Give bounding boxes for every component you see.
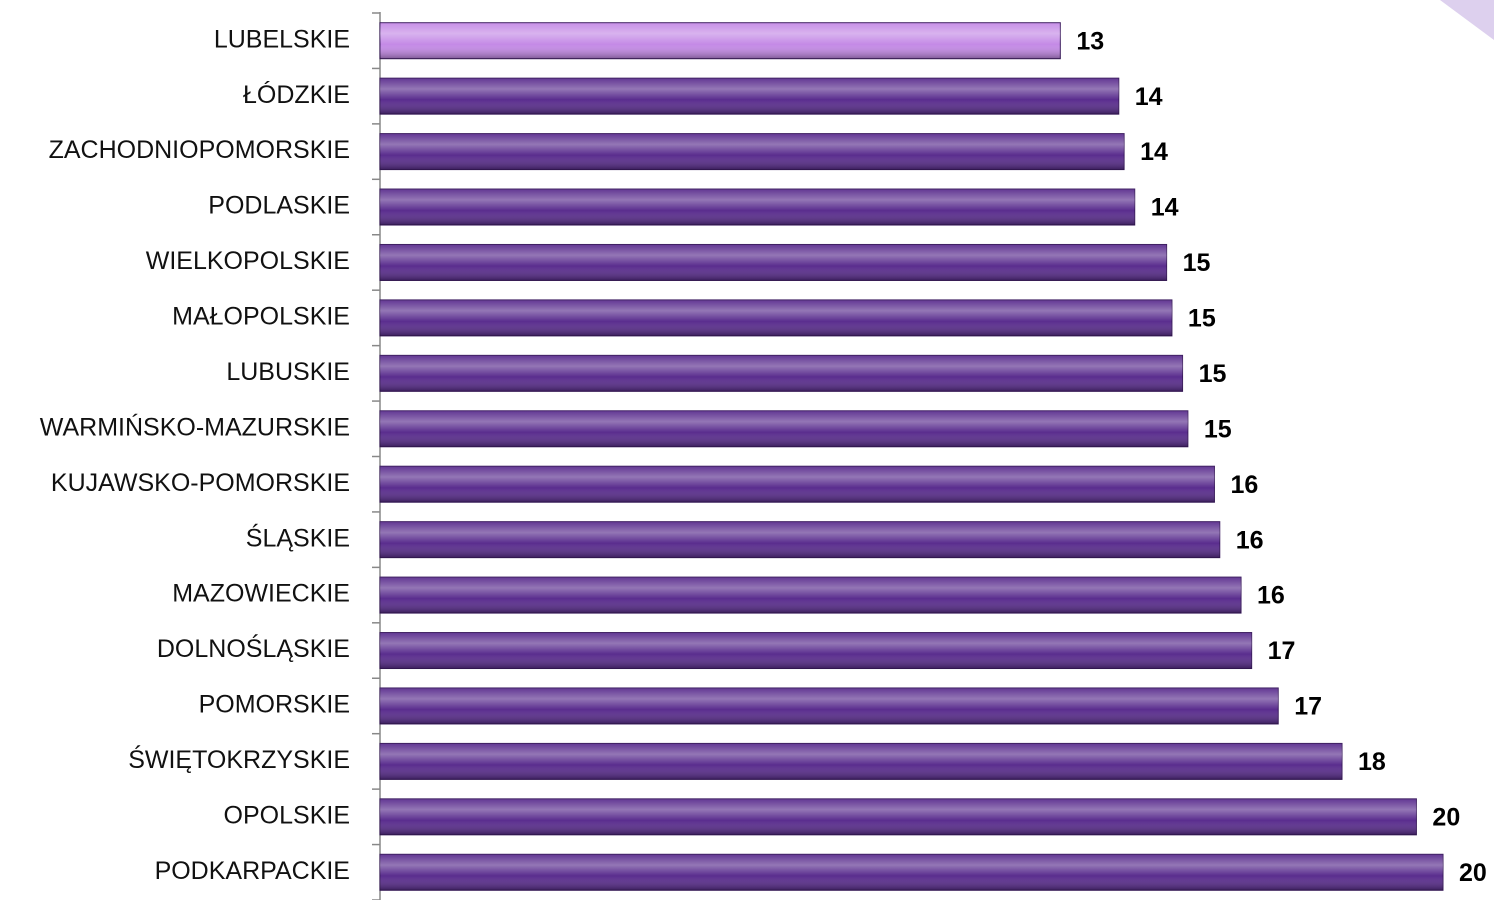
value-label: 16 — [1236, 526, 1264, 554]
bar-shine — [380, 521, 1220, 558]
corner-decoration — [1440, 0, 1494, 40]
value-label: 17 — [1268, 637, 1296, 665]
category-label: KUJAWSKO-POMORSKIE — [51, 469, 350, 497]
bar-shine — [380, 854, 1443, 891]
bar-shine — [380, 410, 1188, 447]
category-label: ŚLĄSKIE — [246, 522, 350, 552]
value-label: 15 — [1204, 415, 1232, 443]
value-label: 15 — [1188, 305, 1216, 333]
value-label: 14 — [1151, 194, 1179, 222]
category-label: DOLNOŚLĄSKIE — [157, 633, 350, 663]
value-label: 14 — [1135, 83, 1163, 111]
bar-shine — [380, 632, 1252, 669]
value-label: 14 — [1140, 138, 1168, 166]
bar-shine — [380, 133, 1125, 170]
value-label: 15 — [1183, 249, 1211, 277]
bar-shine — [380, 355, 1183, 392]
category-label: MAZOWIECKIE — [172, 580, 350, 608]
category-label: OPOLSKIE — [224, 801, 350, 829]
value-label: 16 — [1230, 471, 1258, 499]
category-label: ZACHODNIOPOMORSKIE — [49, 136, 350, 164]
value-label: 18 — [1358, 748, 1386, 776]
value-label: 17 — [1294, 693, 1322, 721]
category-label: ŁÓDZKIE — [243, 80, 350, 109]
bar-shine — [380, 22, 1061, 59]
value-label: 15 — [1199, 360, 1227, 388]
category-label: LUBELSKIE — [214, 25, 350, 53]
bar-shine — [380, 466, 1215, 503]
value-label: 20 — [1432, 803, 1460, 831]
bar-shine — [380, 78, 1119, 115]
value-label: 16 — [1257, 582, 1285, 610]
category-label: ŚWIĘTOKRZYSKIE — [128, 744, 350, 774]
category-label: POMORSKIE — [199, 691, 350, 719]
bar-shine — [380, 743, 1343, 780]
category-label: WIELKOPOLSKIE — [146, 247, 350, 275]
category-label: PODLASKIE — [208, 192, 350, 220]
value-label: 13 — [1076, 27, 1104, 55]
category-label: LUBUSKIE — [226, 358, 350, 386]
bar-shine — [380, 577, 1242, 614]
bar-shine — [380, 189, 1135, 226]
bar-shine — [380, 244, 1167, 281]
bar-shine — [380, 299, 1172, 336]
bar-shine — [380, 687, 1279, 724]
category-label: WARMIŃSKO-MAZURSKIE — [40, 412, 350, 441]
value-label: 20 — [1459, 859, 1487, 887]
category-label: MAŁOPOLSKIE — [172, 303, 350, 331]
category-label: PODKARPACKIE — [155, 857, 350, 885]
bar-shine — [380, 798, 1417, 835]
